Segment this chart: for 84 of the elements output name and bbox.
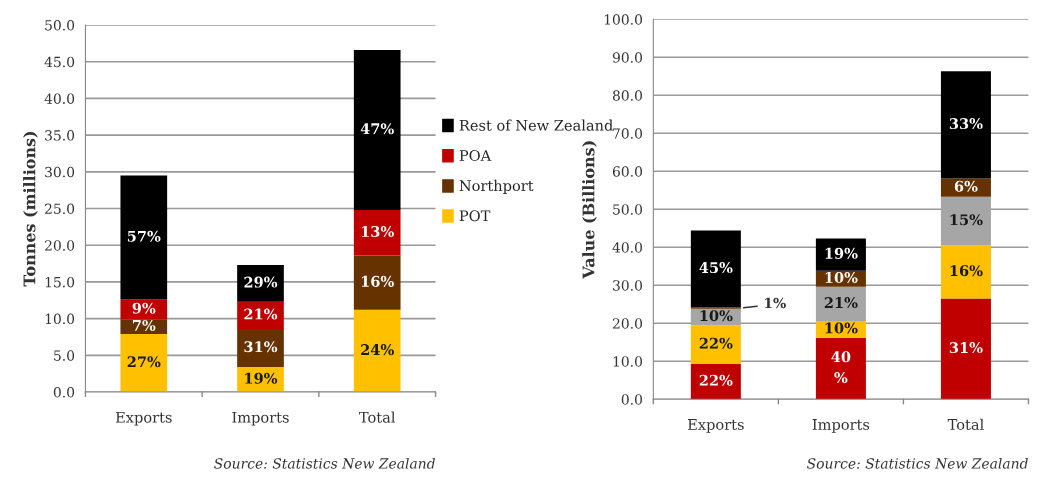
annotation: 10%	[825, 322, 858, 334]
y-tick-label: 0.0	[621, 394, 642, 405]
y-tick-label: 5.0	[54, 350, 75, 361]
y-tick-label: 15.0	[45, 276, 75, 288]
bar	[815, 238, 866, 271]
bar	[353, 49, 401, 210]
source-note: Source: Statistics New Zealand	[214, 457, 435, 469]
x-tick-label: Imports	[812, 419, 870, 433]
bar	[690, 325, 741, 364]
y-axis-title: Tonnes (millions)	[23, 131, 38, 287]
annotation: 19%	[245, 372, 278, 384]
y-tick-label: 30.0	[613, 280, 642, 291]
bar	[120, 319, 168, 335]
x-tick-label: Total	[947, 418, 984, 430]
annotation: 13%	[361, 225, 394, 237]
y-tick-label: 20.0	[612, 318, 642, 329]
bar	[940, 178, 991, 197]
annotation: 22%	[699, 374, 733, 386]
bar	[353, 309, 401, 393]
source-note: Source: Statistics New Zealand	[807, 457, 1028, 469]
annotation: 31%	[949, 342, 983, 354]
annotation: 22%	[699, 337, 733, 349]
legend-label: POA	[459, 149, 492, 161]
annotation: 1%	[765, 297, 786, 309]
y-tick-label: 60.0	[612, 166, 642, 177]
annotation: 29%	[244, 276, 278, 288]
legend-label: POT	[459, 210, 491, 222]
annotation: 21%	[244, 308, 278, 320]
bar	[120, 175, 168, 300]
x-tick-label: Total	[359, 411, 396, 423]
annotation: 57%	[127, 230, 161, 242]
annotation: 15%	[950, 214, 983, 226]
annotation: 27%	[127, 356, 161, 368]
bar	[940, 298, 991, 400]
annotation: 24%	[361, 344, 394, 356]
legend-label: Rest of New Zealand	[459, 119, 613, 131]
bar	[353, 209, 401, 256]
y-tick-label: 30.0	[45, 166, 75, 178]
y-tick-label: 100.0	[604, 14, 642, 25]
y-tick-label: 10.0	[613, 356, 642, 367]
y-tick-label: 20.0	[45, 240, 75, 251]
y-tick-label: 35.0	[45, 130, 75, 141]
y-tick-label: 10.0	[45, 313, 75, 325]
y-tick-label: 70.0	[613, 128, 642, 139]
annotation: 21%	[824, 297, 858, 309]
annotation: 7%	[132, 319, 156, 331]
bar	[353, 255, 401, 310]
annotation: 45%	[699, 262, 733, 274]
annotation: 10%	[825, 271, 858, 283]
x-tick-label: Exports	[688, 419, 744, 433]
y-tick-label: 80.0	[612, 90, 642, 101]
y-tick-label: 50.0	[45, 19, 75, 31]
annotation: 16%	[361, 275, 394, 287]
y-tick-label: 90.0	[612, 52, 642, 63]
bar	[237, 328, 284, 368]
x-tick-label: Exports	[115, 411, 172, 426]
bar	[940, 196, 991, 246]
y-tick-label: 50.0	[613, 204, 642, 215]
bar	[237, 301, 284, 329]
annotation: 10%	[700, 310, 733, 322]
bar	[690, 230, 741, 308]
bar	[237, 265, 284, 302]
bar	[815, 337, 866, 400]
y-tick-label: 45.0	[44, 56, 75, 68]
y-axis-title: Value (Billions)	[582, 141, 597, 279]
annotation: 31%	[244, 341, 278, 353]
annotation: 6%	[954, 180, 978, 192]
y-tick-label: 25.0	[45, 203, 75, 214]
y-tick-label: 0.0	[53, 386, 75, 398]
annotation: 16%	[950, 265, 983, 277]
annotation: 9%	[132, 302, 156, 314]
legend-label: Northport	[459, 179, 534, 194]
bar	[940, 71, 991, 179]
y-tick-label: 40.0	[612, 242, 642, 253]
bar	[120, 334, 168, 393]
annotation: 47%	[360, 123, 394, 135]
bar	[690, 363, 741, 400]
bar	[815, 286, 866, 321]
annotation: 40 %	[831, 351, 851, 384]
y-tick-label: 40.0	[44, 93, 75, 104]
annotation: 19%	[825, 247, 858, 259]
bar	[940, 245, 991, 299]
annotation: 33%	[949, 118, 983, 130]
x-tick-label: Imports	[232, 411, 289, 426]
